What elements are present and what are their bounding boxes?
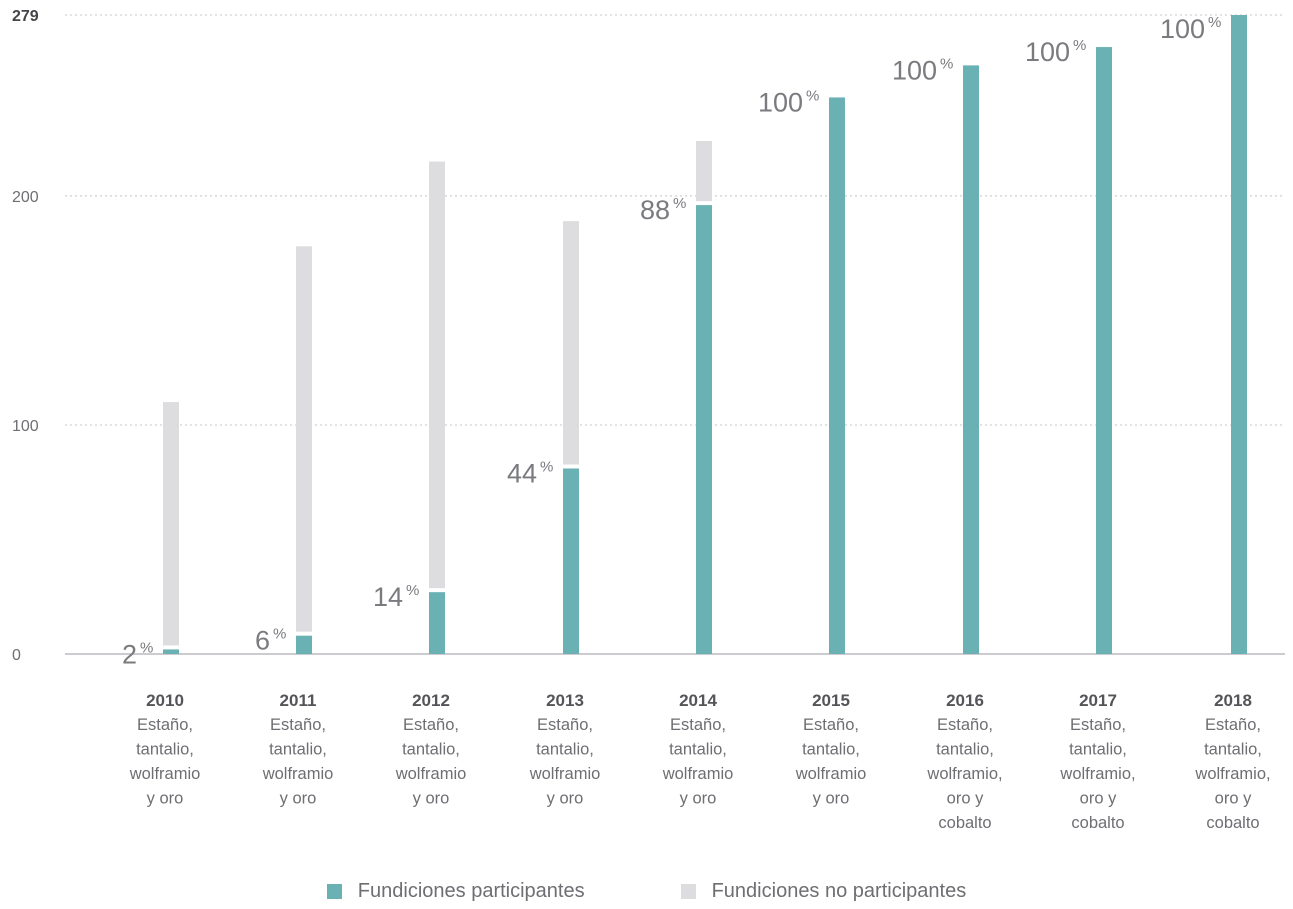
legend-label-non-participating: Fundiciones no participantes bbox=[711, 880, 967, 902]
percent-label: 44 bbox=[507, 458, 537, 488]
x-category-sublabel: wolframio, bbox=[1059, 765, 1135, 783]
y-tick-label: 200 bbox=[12, 189, 39, 206]
x-category-sublabel: Estaño, bbox=[270, 716, 326, 734]
x-category-sublabel: Estaño, bbox=[1070, 716, 1126, 734]
percent-label: 2 bbox=[122, 639, 137, 669]
x-category-sublabel: oro y bbox=[1215, 790, 1252, 808]
x-category-sublabel: tantalio, bbox=[802, 741, 860, 759]
bar-non-participating bbox=[696, 140, 712, 202]
percent-label: 100 bbox=[1160, 14, 1205, 44]
x-category-sublabel: cobalto bbox=[1071, 814, 1124, 832]
percent-symbol: % bbox=[806, 87, 819, 104]
bar-participating bbox=[296, 635, 312, 654]
x-category-sublabel: wolframio bbox=[795, 765, 867, 783]
x-category-sublabel: tantalio, bbox=[136, 741, 194, 759]
percent-symbol: % bbox=[273, 626, 286, 643]
percent-symbol: % bbox=[406, 582, 419, 599]
grid-layer: 0 100 200 279 bbox=[12, 8, 1285, 664]
percent-label: 100 bbox=[1025, 37, 1070, 67]
x-category-sublabel: Estaño, bbox=[403, 716, 459, 734]
x-category-label: 2015 bbox=[812, 691, 850, 710]
percent-symbol: % bbox=[540, 458, 553, 475]
x-category-sublabel: tantalio, bbox=[669, 741, 727, 759]
percent-label: 100 bbox=[758, 87, 803, 117]
x-category-sublabel: y oro bbox=[680, 790, 717, 808]
x-category-label: 2016 bbox=[946, 691, 984, 710]
x-category-label: 2010 bbox=[146, 691, 184, 710]
x-category-sublabel: y oro bbox=[147, 790, 184, 808]
percent-symbol: % bbox=[940, 55, 953, 72]
bar-participating bbox=[429, 592, 445, 654]
x-category-label: 2011 bbox=[280, 691, 317, 710]
x-category-sublabel: tantalio, bbox=[936, 741, 994, 759]
percent-label: 88 bbox=[640, 195, 670, 225]
percent-symbol: % bbox=[140, 639, 153, 656]
legend-item-participating: Fundiciones participantes bbox=[326, 880, 585, 903]
legend-swatch-participating bbox=[326, 884, 342, 899]
bar-non-participating bbox=[163, 402, 179, 646]
x-category-sublabel: tantalio, bbox=[536, 741, 594, 759]
x-category-sublabel: tantalio, bbox=[402, 741, 460, 759]
bar-participating bbox=[1231, 15, 1247, 654]
bar-participating bbox=[829, 97, 845, 655]
x-category-sublabel: Estaño, bbox=[670, 716, 726, 734]
percent-symbol: % bbox=[1073, 37, 1086, 54]
x-category-sublabel: wolframio bbox=[529, 765, 601, 783]
bar-non-participating bbox=[563, 221, 579, 465]
x-category-label: 2018 bbox=[1214, 691, 1252, 710]
percent-label: 14 bbox=[373, 582, 403, 612]
x-category-sublabel: Estaño, bbox=[137, 716, 193, 734]
x-category-sublabel: oro y bbox=[947, 790, 984, 808]
y-tick-label: 0 bbox=[12, 647, 21, 664]
x-category-sublabel: wolframio bbox=[395, 765, 467, 783]
x-category-sublabel: y oro bbox=[413, 790, 450, 808]
x-category-sublabel: Estaño, bbox=[1205, 716, 1261, 734]
bar-participating bbox=[963, 65, 979, 655]
bar-participating bbox=[563, 468, 579, 654]
legend-label-participating: Fundiciones participantes bbox=[357, 880, 585, 902]
bar-participating bbox=[163, 649, 179, 654]
x-category-label: 2013 bbox=[546, 691, 584, 710]
x-category-sublabel: oro y bbox=[1080, 790, 1117, 808]
x-category-sublabel: cobalto bbox=[1206, 814, 1259, 832]
x-category-sublabel: y oro bbox=[280, 790, 317, 808]
chart-legend: Fundiciones participantes Fundiciones no… bbox=[0, 880, 1293, 903]
x-category-label: 2012 bbox=[412, 691, 450, 710]
x-category-sublabel: Estaño, bbox=[937, 716, 993, 734]
y-tick-label: 279 bbox=[12, 8, 39, 25]
bar-participating bbox=[696, 205, 712, 654]
x-category-sublabel: tantalio, bbox=[269, 741, 327, 759]
x-category-sublabel: y oro bbox=[813, 790, 850, 808]
percent-symbol: % bbox=[1208, 14, 1221, 31]
x-axis: 2010 Estaño, tantalio, wolframio y oro 2011 Es… bbox=[129, 691, 1271, 832]
x-category-sublabel: wolframio, bbox=[926, 765, 1002, 783]
percent-label: 6 bbox=[255, 626, 270, 656]
x-category-sublabel: wolframio, bbox=[1194, 765, 1270, 783]
legend-swatch-non-participating bbox=[680, 884, 696, 899]
x-category-sublabel: Estaño, bbox=[803, 716, 859, 734]
labels-layer: 2% 6 %14 %44 %88 %100 %100% 100 %100% bbox=[122, 14, 1221, 669]
bar-participating bbox=[1096, 47, 1112, 655]
x-category-sublabel: Estaño, bbox=[537, 716, 593, 734]
x-category-label: 2017 bbox=[1079, 691, 1117, 710]
x-category-sublabel: cobalto bbox=[938, 814, 991, 832]
x-category-sublabel: tantalio, bbox=[1069, 741, 1127, 759]
legend-item-non-participating: Fundiciones no participantes bbox=[680, 880, 967, 903]
x-category-sublabel: tantalio, bbox=[1204, 741, 1262, 759]
bars-layer bbox=[163, 15, 1247, 655]
x-category-sublabel: wolframio bbox=[262, 765, 334, 783]
x-category-sublabel: wolframio bbox=[662, 765, 734, 783]
bar-non-participating bbox=[296, 246, 312, 632]
percent-symbol: % bbox=[673, 195, 686, 212]
y-tick-label: 100 bbox=[12, 418, 39, 435]
bar-non-participating bbox=[429, 161, 445, 589]
x-category-sublabel: wolframio bbox=[129, 765, 201, 783]
x-category-label: 2014 bbox=[679, 691, 717, 710]
percent-label: 100 bbox=[892, 55, 937, 85]
x-category-sublabel: y oro bbox=[547, 790, 584, 808]
